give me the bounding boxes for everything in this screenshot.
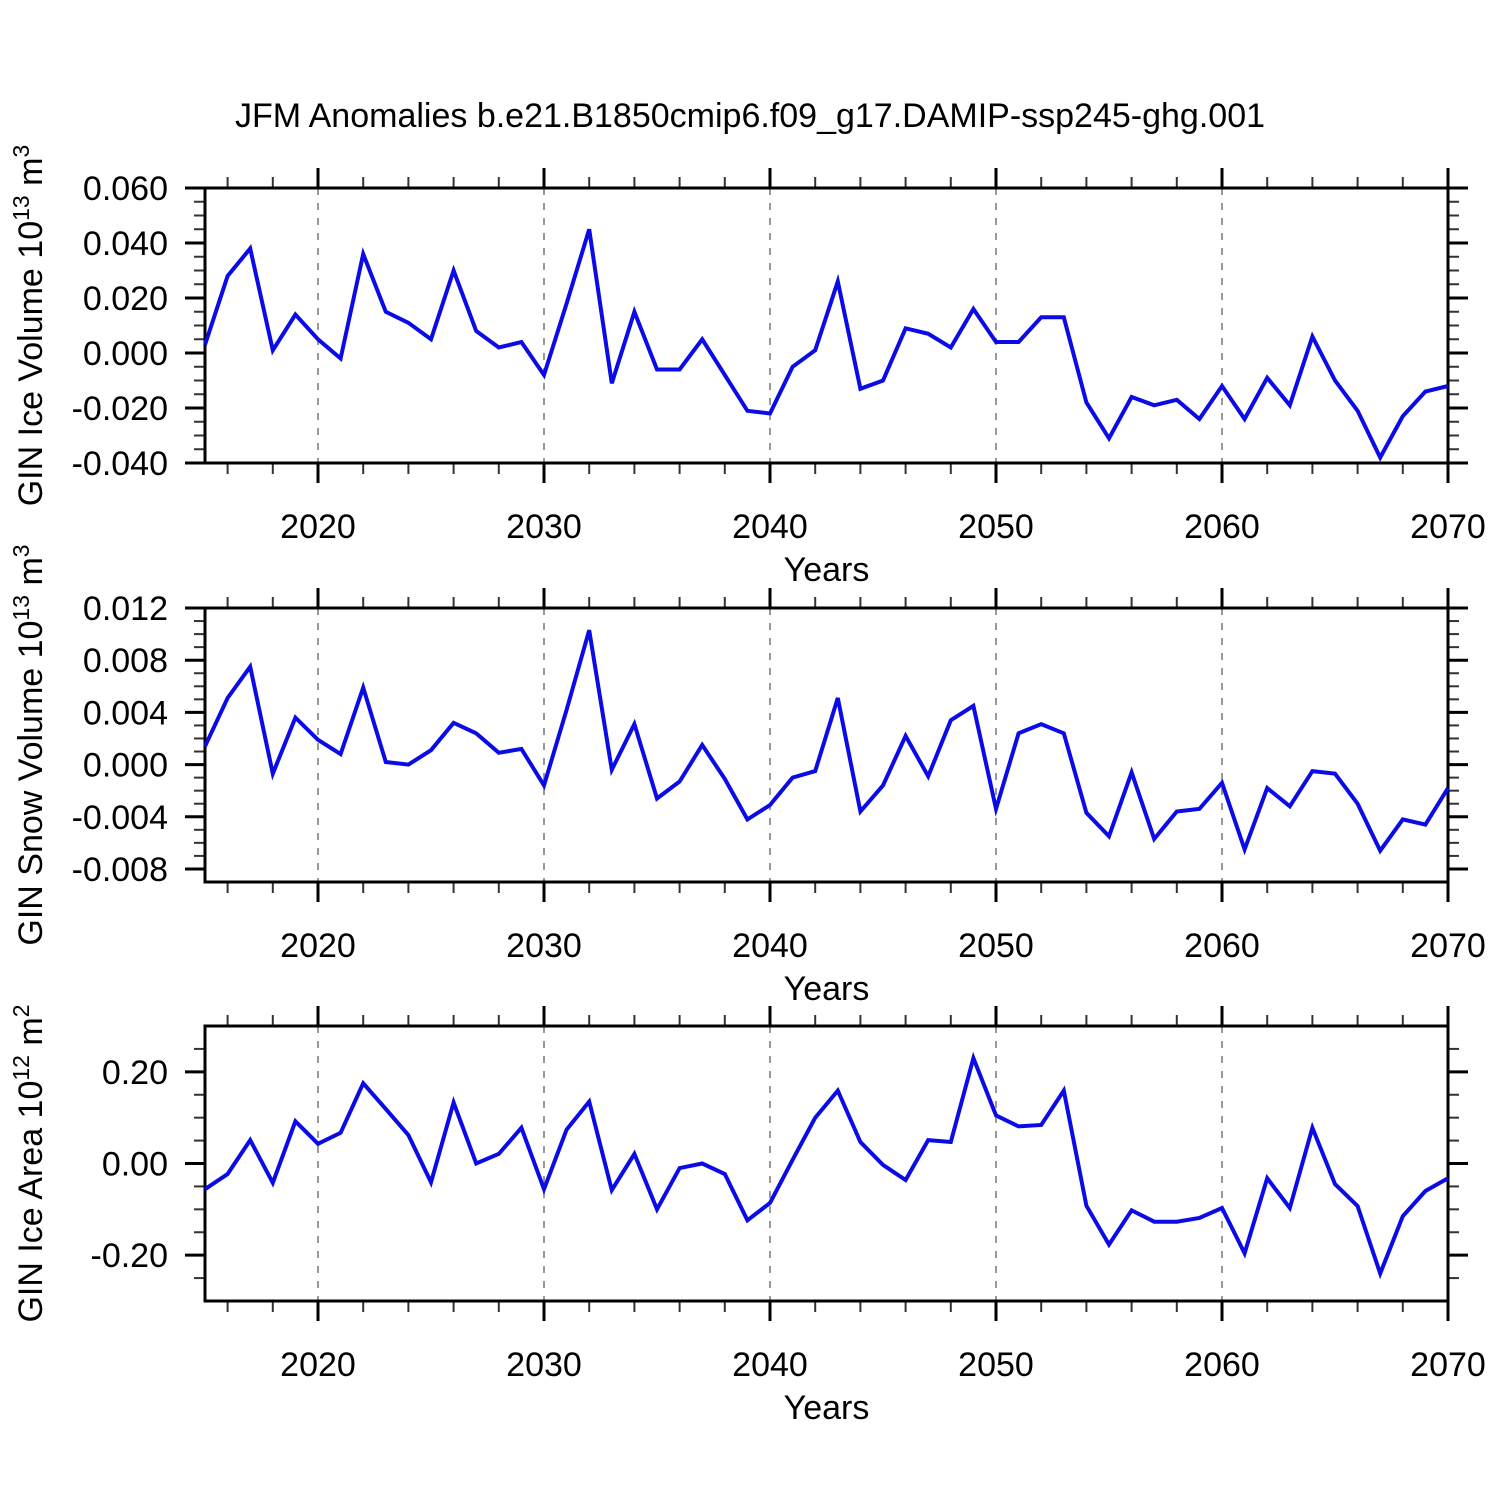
y-tick-label: -0.20 xyxy=(91,1237,169,1275)
x-tick-label: 2070 xyxy=(1410,927,1486,965)
y-tick-label: -0.008 xyxy=(72,851,168,889)
x-tick-label: 2060 xyxy=(1184,927,1260,965)
x-tick-label: 2030 xyxy=(506,1346,582,1384)
x-tick-label: 2040 xyxy=(732,927,808,965)
x-tick-label: 2020 xyxy=(280,508,356,546)
x-tick-label: 2050 xyxy=(958,1346,1034,1384)
y-tick-label: 0.20 xyxy=(102,1054,168,1092)
panel-ice-volume: 2020 2030 2040 2050 2060 2070 0.060 0.040 0.020 0… xyxy=(8,145,1486,589)
y-tick-label: 0.008 xyxy=(83,642,168,680)
x-axis-title: Years xyxy=(784,970,870,1008)
y-tick-label: 0.004 xyxy=(83,694,168,732)
y-tick-label: -0.040 xyxy=(72,445,168,483)
y-tick-label: 0.00 xyxy=(102,1146,168,1184)
y-axis-title: GIN Ice Area 1012 m2 xyxy=(8,1004,50,1322)
x-tick-label: 2060 xyxy=(1184,1346,1260,1384)
x-tick-label: 2030 xyxy=(506,508,582,546)
ice-volume-line xyxy=(203,228,1449,462)
x-tick-label: 2030 xyxy=(506,927,582,965)
y-tick-label: 0.000 xyxy=(83,335,168,373)
y-tick-label: -0.004 xyxy=(72,799,168,837)
panel-snow-volume: 2020 2030 2040 2050 2060 2070 0.012 0.008 0.004 0… xyxy=(8,544,1486,1008)
x-tick-label: 2050 xyxy=(958,508,1034,546)
x-tick-label: 2060 xyxy=(1184,508,1260,546)
panel-ice-area: 2020 2030 2040 2050 2060 2070 0.20 0.00 -0.20 Yea… xyxy=(8,1004,1486,1427)
y-tick-label: 0.000 xyxy=(83,747,168,785)
y-axis-title: GIN Ice Volume 1013 m3 xyxy=(8,145,50,507)
y-axis-title: GIN Snow Volume 1013 m3 xyxy=(8,544,50,945)
y-tick-label: 0.012 xyxy=(83,590,168,628)
x-tick-label: 2040 xyxy=(732,1346,808,1384)
x-tick-label: 2020 xyxy=(280,1346,356,1384)
plot-border xyxy=(203,1024,1450,1303)
snow-volume-line xyxy=(203,629,1450,856)
x-tick-label: 2050 xyxy=(958,927,1034,965)
y-tick-label: 0.020 xyxy=(83,280,168,318)
x-tick-label: 2020 xyxy=(280,927,356,965)
x-axis-title: Years xyxy=(784,1389,870,1427)
plot-border xyxy=(203,606,1450,884)
y-tick-label: -0.020 xyxy=(72,390,168,428)
chart-title: JFM Anomalies b.e21.B1850cmip6.f09_g17.D… xyxy=(234,97,1266,135)
ice-area-line xyxy=(203,1051,1449,1280)
plot-border xyxy=(203,186,1450,465)
x-tick-label: 2070 xyxy=(1410,508,1486,546)
x-tick-label: 2070 xyxy=(1410,1346,1486,1384)
y-tick-label: 0.040 xyxy=(83,225,168,263)
x-axis-title: Years xyxy=(784,551,870,589)
x-tick-label: 2040 xyxy=(732,508,808,546)
y-tick-label: 0.060 xyxy=(83,170,168,208)
